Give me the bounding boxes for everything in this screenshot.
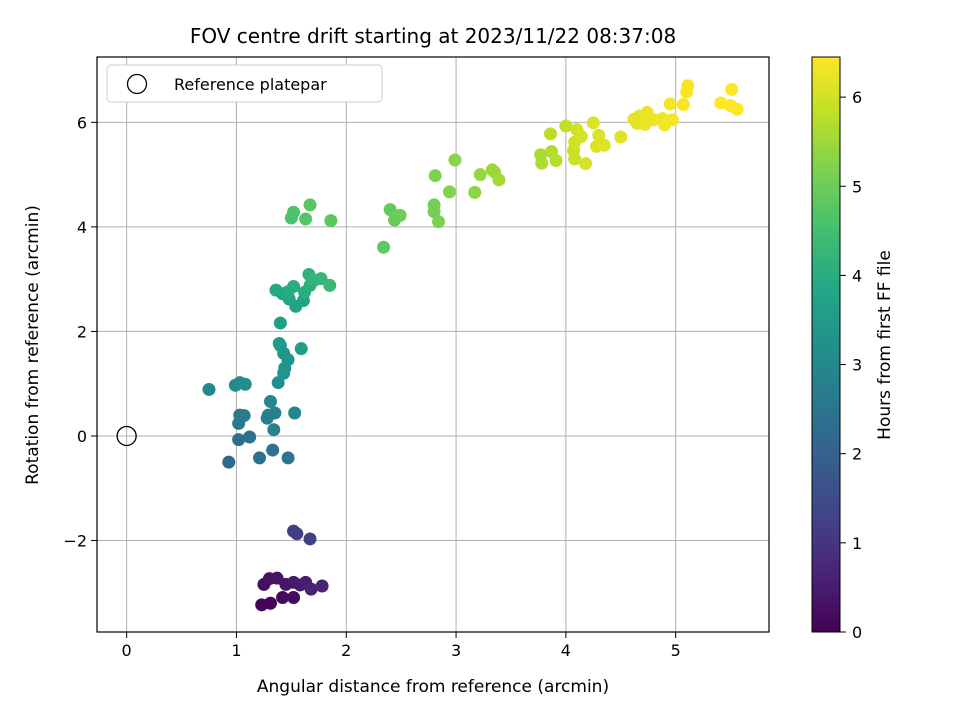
data-point bbox=[287, 591, 301, 604]
reference-platepar-marker bbox=[116, 425, 137, 447]
data-point bbox=[323, 278, 337, 292]
data-point bbox=[314, 272, 328, 286]
reference-marker-group bbox=[116, 425, 137, 447]
y-tick-label: 2 bbox=[77, 322, 87, 341]
data-point bbox=[222, 455, 236, 469]
plot-frame bbox=[96, 56, 770, 633]
data-point bbox=[543, 127, 557, 141]
colorbar-tick-label: 2 bbox=[852, 445, 862, 464]
data-point bbox=[269, 283, 283, 297]
data-points bbox=[202, 79, 744, 612]
data-point bbox=[263, 394, 277, 408]
data-point bbox=[377, 240, 391, 254]
x-tick-label: 1 bbox=[231, 641, 241, 660]
data-point bbox=[273, 316, 287, 330]
data-point bbox=[303, 532, 317, 546]
data-point bbox=[243, 430, 257, 444]
data-point bbox=[287, 205, 301, 219]
data-point bbox=[579, 157, 593, 171]
data-point bbox=[393, 208, 407, 222]
data-point bbox=[294, 342, 308, 356]
data-point bbox=[271, 376, 285, 390]
x-tick-label: 4 bbox=[561, 641, 571, 660]
data-point bbox=[492, 173, 506, 187]
data-point bbox=[232, 433, 246, 447]
data-point bbox=[276, 591, 290, 604]
y-tick-label: 4 bbox=[77, 218, 87, 237]
data-point bbox=[473, 168, 487, 182]
data-point bbox=[568, 152, 582, 166]
colorbar-tick-label: 3 bbox=[852, 356, 862, 375]
data-point bbox=[290, 527, 304, 541]
data-point bbox=[574, 129, 588, 143]
colorbar-gradient bbox=[811, 56, 841, 633]
legend-marker bbox=[126, 73, 148, 95]
data-point bbox=[303, 198, 317, 212]
data-point bbox=[725, 82, 739, 96]
data-point bbox=[267, 423, 281, 437]
data-point bbox=[663, 97, 677, 111]
data-point bbox=[263, 596, 277, 610]
y-tick-label: 0 bbox=[77, 427, 87, 446]
data-point bbox=[442, 185, 456, 199]
data-point bbox=[468, 185, 482, 199]
data-point bbox=[448, 153, 462, 167]
colorbar-tick-label: 1 bbox=[852, 534, 862, 553]
data-point bbox=[383, 203, 397, 217]
data-point bbox=[428, 169, 442, 183]
data-point bbox=[676, 98, 690, 112]
data-point bbox=[299, 212, 313, 226]
plot-area: 0 1 2 3 4 5 −2 0 2 4 6 bbox=[63, 56, 770, 660]
colorbar: 0 1 2 3 4 5 6 Hours from first FF file bbox=[811, 56, 895, 642]
data-point bbox=[315, 579, 329, 593]
data-point bbox=[272, 336, 286, 350]
data-point bbox=[614, 130, 628, 144]
x-tick-label: 2 bbox=[341, 641, 351, 660]
x-tick-label: 0 bbox=[122, 641, 132, 660]
data-point bbox=[427, 205, 441, 219]
y-axis-label: Rotation from reference (arcmin) bbox=[23, 205, 43, 485]
grid-lines bbox=[97, 57, 769, 632]
data-point bbox=[287, 279, 301, 293]
data-point bbox=[535, 156, 549, 170]
data-point bbox=[665, 113, 679, 127]
data-point bbox=[324, 214, 338, 228]
data-point bbox=[559, 119, 573, 133]
y-tick-label: 6 bbox=[77, 113, 87, 132]
data-point bbox=[586, 116, 600, 130]
data-point bbox=[237, 409, 251, 423]
legend-box bbox=[106, 64, 383, 103]
data-point bbox=[268, 406, 282, 420]
data-point bbox=[238, 377, 252, 391]
colorbar-ticks: 0 1 2 3 4 5 6 bbox=[840, 88, 862, 642]
data-point bbox=[549, 154, 563, 167]
data-point bbox=[681, 79, 695, 93]
colorbar-label: Hours from first FF file bbox=[875, 250, 895, 440]
chart-title: FOV centre drift starting at 2023/11/22 … bbox=[190, 24, 676, 48]
data-point bbox=[281, 451, 295, 465]
y-axis-ticks: −2 0 2 4 6 bbox=[63, 113, 97, 551]
colorbar-tick-label: 5 bbox=[852, 177, 862, 196]
x-tick-label: 3 bbox=[451, 641, 461, 660]
data-point bbox=[304, 582, 318, 596]
legend-entry-reference: Reference platepar bbox=[174, 75, 327, 94]
legend: Reference platepar bbox=[106, 64, 383, 103]
data-point bbox=[288, 406, 302, 420]
data-point bbox=[592, 128, 606, 142]
x-axis-ticks: 0 1 2 3 4 5 bbox=[122, 632, 681, 660]
y-tick-label: −2 bbox=[63, 532, 87, 551]
data-point bbox=[266, 443, 280, 457]
x-axis-label: Angular distance from reference (arcmin) bbox=[257, 677, 609, 697]
colorbar-tick-label: 0 bbox=[852, 623, 862, 642]
data-point bbox=[253, 451, 267, 465]
colorbar-tick-label: 6 bbox=[852, 88, 862, 107]
data-point bbox=[714, 96, 728, 110]
colorbar-tick-label: 4 bbox=[852, 266, 862, 285]
data-point bbox=[431, 215, 445, 229]
x-tick-label: 5 bbox=[671, 641, 681, 660]
data-point bbox=[730, 102, 744, 116]
data-point bbox=[202, 382, 216, 396]
data-point bbox=[597, 138, 611, 152]
